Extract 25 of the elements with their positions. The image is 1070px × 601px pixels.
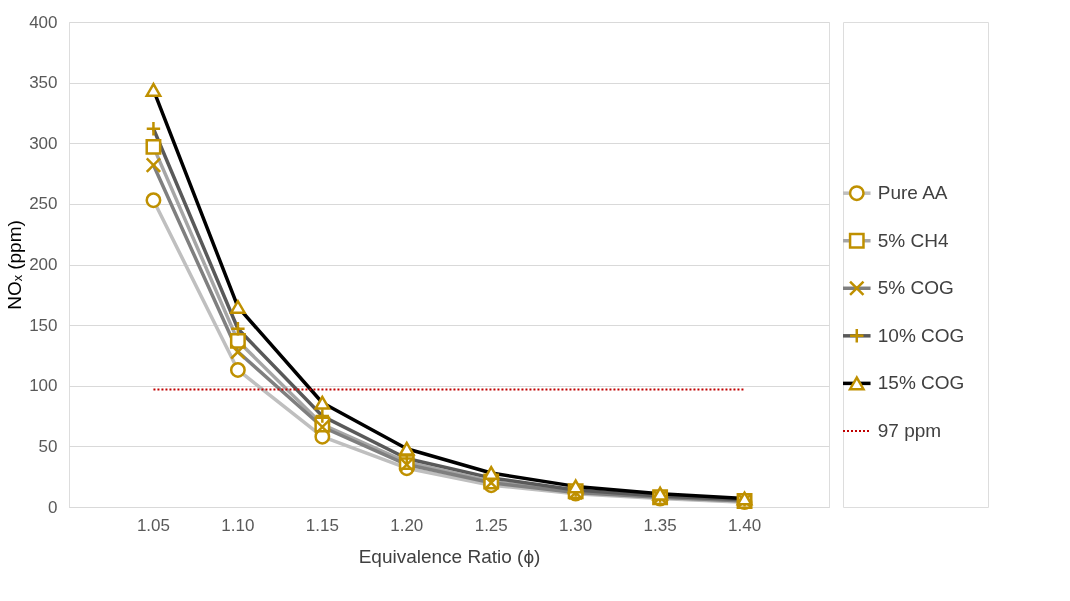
x-tick-label: 1.40 [728,515,762,535]
x-tick-label: 1.35 [643,515,677,535]
legend-label: 15% COG [877,372,965,394]
legend-label: 5% CH4 [877,229,949,251]
x-axis-title: Equivalence Ratio (ϕ) [358,545,541,567]
y-tick-label: 50 [38,436,58,456]
legend-label: 10% COG [877,324,965,346]
y-tick-label: 300 [29,133,58,153]
x-tick-label: 1.20 [390,515,424,535]
y-tick-label: 350 [29,73,58,93]
x-tick-label: 1.30 [559,515,593,535]
legend-label: 5% COG [877,277,954,299]
x-tick-label: 1.10 [221,515,255,535]
x-tick-label: 1.05 [136,515,170,535]
y-tick-label: 250 [29,194,58,214]
y-tick-label: 0 [48,497,58,517]
legend-label: 97 ppm [877,419,942,441]
y-axis-title: NOₓ (ppm) [4,220,26,310]
y-tick-label: 100 [29,376,58,396]
y-tick-label: 400 [29,12,58,32]
legend-label: Pure AA [877,182,948,204]
y-tick-label: 200 [29,255,58,274]
y-tick-label: 150 [29,315,58,335]
x-tick-label: 1.15 [305,515,339,535]
x-tick-label: 1.25 [474,515,508,535]
